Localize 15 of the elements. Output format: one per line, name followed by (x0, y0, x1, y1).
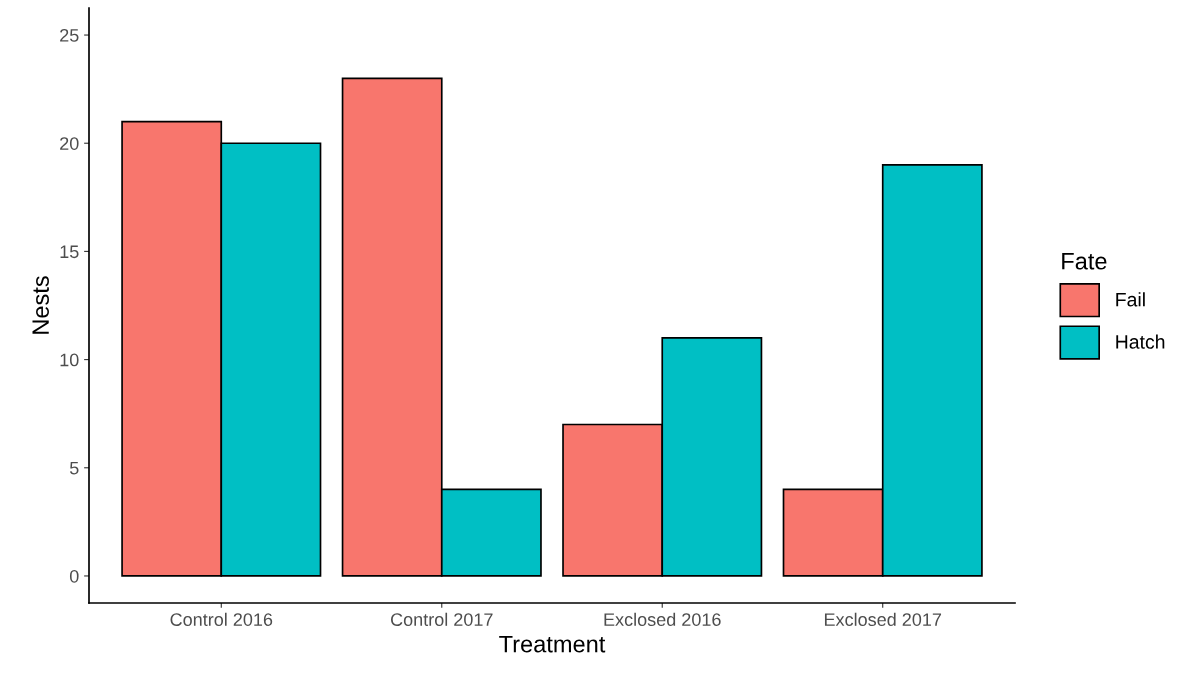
y-axis-title: Nests (32, 276, 49, 334)
x-tick-label: Exclosed 2017 (824, 612, 942, 626)
y-tick-label: 10 (60, 353, 79, 367)
x-tick-label: Control 2017 (390, 612, 493, 626)
y-tick-label: 5 (69, 461, 79, 475)
legend-label: Hatch (1116, 334, 1165, 349)
legend-title: Fate (1062, 253, 1107, 270)
x-axis-title: Treatment (499, 635, 606, 653)
x-tick-label: Exclosed 2016 (604, 612, 721, 626)
y-tick-label: 0 (69, 569, 79, 583)
y-tick-label: 15 (60, 245, 79, 259)
y-tick-label: 20 (60, 137, 79, 150)
y-tick-label: 25 (60, 28, 79, 42)
x-tick-label: Control 2016 (170, 612, 273, 626)
legend-label: Fail (1116, 292, 1145, 307)
